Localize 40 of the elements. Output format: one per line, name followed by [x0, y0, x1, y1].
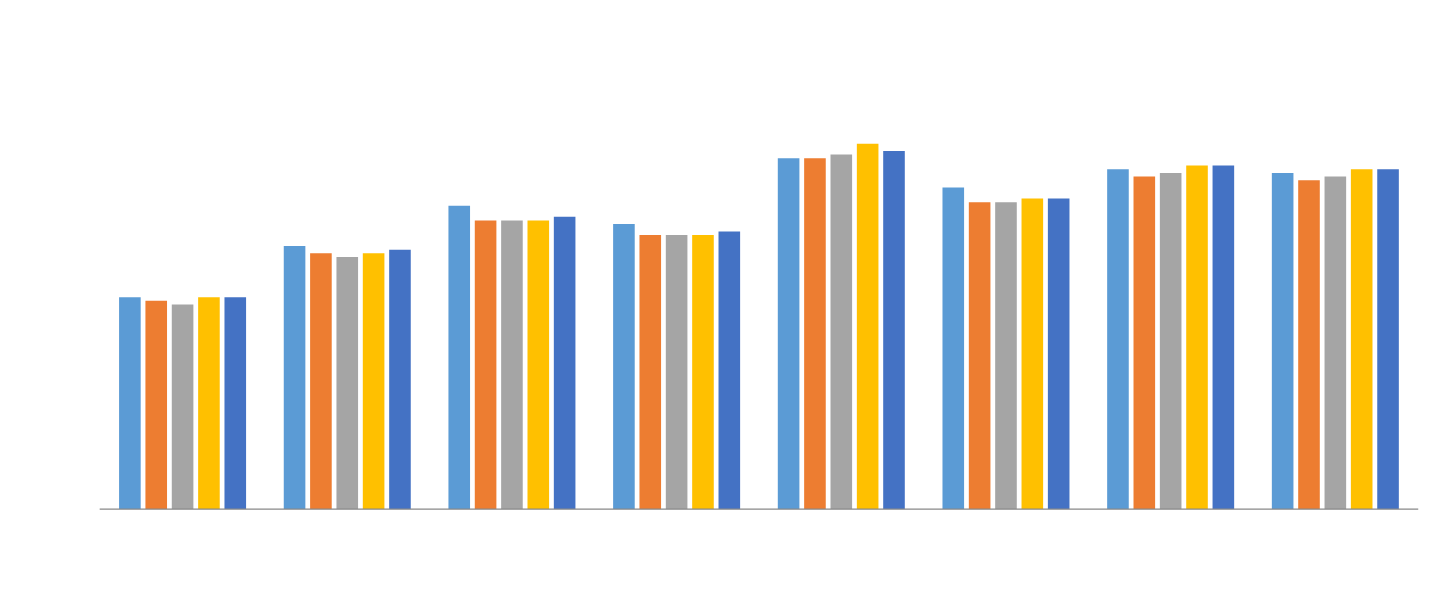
- bar: [171, 304, 194, 510]
- bar: [804, 158, 826, 510]
- bar: [1350, 169, 1373, 510]
- bar: [968, 202, 991, 510]
- bar: [362, 253, 385, 510]
- bar: [830, 154, 853, 510]
- bar: [942, 187, 965, 510]
- bar: [198, 297, 220, 510]
- bar: [1377, 169, 1399, 510]
- bar: [1047, 198, 1070, 510]
- bar: [474, 220, 497, 510]
- bar: [1271, 172, 1294, 510]
- bar: [856, 143, 879, 510]
- bar: [119, 297, 141, 510]
- bar: [1159, 172, 1182, 510]
- bar: [283, 246, 306, 510]
- bar: [1133, 176, 1156, 510]
- bar: [665, 235, 688, 510]
- bar: [501, 220, 523, 510]
- bar: [718, 231, 741, 510]
- bar: [389, 249, 411, 510]
- bar: [777, 158, 800, 510]
- bar: [224, 297, 247, 510]
- bar: [692, 235, 714, 510]
- bar: [336, 256, 359, 510]
- bar: [1212, 165, 1235, 510]
- bar: [448, 205, 471, 510]
- bar: [1021, 198, 1044, 510]
- bar: [527, 220, 550, 510]
- bar: [553, 216, 576, 510]
- bar: [883, 150, 905, 510]
- bar: [310, 253, 332, 510]
- bar: [1107, 169, 1129, 510]
- bar: [1186, 165, 1208, 510]
- bar: [1324, 176, 1347, 510]
- bar: [995, 202, 1017, 510]
- bar: [639, 235, 662, 510]
- bar: [145, 300, 168, 510]
- bar: [613, 224, 635, 510]
- bar: [1298, 180, 1320, 510]
